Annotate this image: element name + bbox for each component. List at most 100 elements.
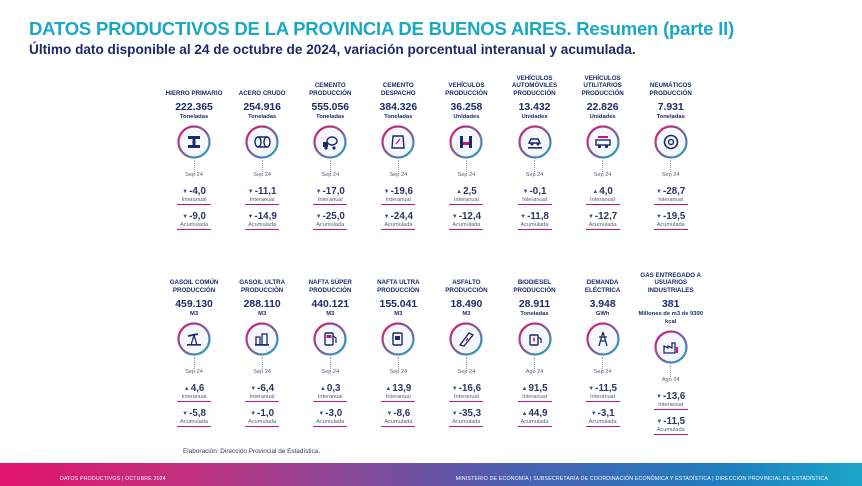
indicator-card: VEHÍCULOS PRODUCCIÓN 36.258 Unidades Sep 24… xyxy=(432,75,500,230)
indicator-name: ACERO CRUDO xyxy=(238,89,286,97)
indicator-card: GASOIL COMÚN PRODUCCIÓN 459.130 M3 Sep 24 ▲ 4… xyxy=(160,272,228,435)
indicator-card: NAFTA ULTRA PRODUCCIÓN 155.041 M3 Sep 24 ▲ 13… xyxy=(364,272,432,435)
connector-line xyxy=(602,160,604,172)
interanual-label: Interanual xyxy=(177,394,212,402)
acumulada-label: Acumulada xyxy=(653,427,688,435)
indicator-value: 555.056 xyxy=(311,102,350,113)
indicator-value: 28.911 xyxy=(518,299,551,310)
connector-line xyxy=(534,160,536,172)
indicator-value: 36.258 xyxy=(450,102,483,113)
connector-line xyxy=(329,357,331,369)
refinery-icon xyxy=(245,322,279,356)
arrow-down-icon: ▼ xyxy=(451,214,458,220)
connector-line xyxy=(193,357,195,369)
connector-line xyxy=(602,357,604,369)
interanual-stat: ▼ -0,1 xyxy=(523,187,547,197)
indicator-date: Sep 24 xyxy=(661,172,680,178)
indicator-card: HIERRO PRIMARIO 222.365 Toneladas Sep 24 ▼ -4… xyxy=(160,75,228,230)
acumulada-stat: ▼ -11,8 xyxy=(520,212,549,222)
arrow-up-icon: ▲ xyxy=(456,189,463,195)
indicator-name: ASFALTO PRODUCCIÓN xyxy=(445,279,488,294)
footer-left-text: DATOS PRODUCTIVOS | OCTUBRE 2024 xyxy=(60,476,166,482)
interanual-stat: ▼ -11,5 xyxy=(588,384,617,394)
indicator-unit: M3 xyxy=(326,311,335,317)
indicator-unit: Toneladas xyxy=(179,114,209,120)
connector-line xyxy=(261,160,263,172)
indicator-card: CEMENTO PRODUCCIÓN 555.056 Toneladas Sep 24… xyxy=(296,75,364,230)
interanual-stat: ▼ -17,0 xyxy=(316,187,345,197)
indicator-unit: M3 xyxy=(462,311,471,317)
indicator-unit: M3 xyxy=(190,311,199,317)
interanual-label: Interanual xyxy=(449,394,484,402)
indicator-date: Sep 24 xyxy=(321,369,340,375)
utility-vehicle-icon xyxy=(586,125,620,159)
connector-line xyxy=(670,365,672,377)
interanual-stat: ▲ 4,0 xyxy=(592,187,613,197)
indicator-value: 222.365 xyxy=(175,102,213,113)
indicator-name: VEHÍCULOS AUTOMÓVILES PRODUCCIÓN xyxy=(511,74,558,97)
indicator-value: 22.826 xyxy=(586,102,619,113)
cement-mixer-icon xyxy=(313,125,347,159)
indicator-date: Sep 24 xyxy=(457,369,476,375)
indicator-card: GAS ENTREGADO A USUARIOS INDUSTRIALES 381… xyxy=(637,272,705,435)
indicator-name: BIODIESEL PRODUCCIÓN xyxy=(513,279,556,294)
indicator-value: 155.041 xyxy=(379,299,418,310)
interanual-value: 13,9 xyxy=(392,383,412,394)
indicator-date: Sep 24 xyxy=(185,172,203,178)
indicator-card: BIODIESEL PRODUCCIÓN 28.911 Toneladas Ago 2… xyxy=(500,272,568,435)
acumulada-value: -3,0 xyxy=(325,408,343,419)
interanual-value: -6,4 xyxy=(257,383,275,394)
indicator-unit: M3 xyxy=(258,311,267,317)
interanual-label: Interanual xyxy=(585,197,620,205)
page-subtitle: Último dato disponible al 24 de octubre … xyxy=(29,42,636,57)
interanual-value: -13,6 xyxy=(663,391,686,402)
interanual-value: 91,5 xyxy=(528,383,548,394)
indicator-card: CEMENTO DESPACHO 384.326 Toneladas Sep 24 ▼ -… xyxy=(364,75,432,230)
gas-station-icon xyxy=(381,322,415,356)
connector-line xyxy=(465,160,467,172)
indicator-date: Sep 24 xyxy=(389,369,408,375)
indicator-card: ASFALTO PRODUCCIÓN 18.490 M3 Sep 24 ▼ -16,6 In… xyxy=(432,272,500,435)
tire-icon xyxy=(654,125,688,159)
interanual-stat: ▲ 0,3 xyxy=(320,384,341,394)
arrow-down-icon: ▼ xyxy=(451,386,458,392)
indicator-date: Sep 24 xyxy=(253,369,271,375)
indicator-date: Sep 24 xyxy=(321,172,340,178)
interanual-value: -11,5 xyxy=(595,383,617,394)
acumulada-value: -12,7 xyxy=(594,211,618,222)
acumulada-value: -11,5 xyxy=(663,416,686,427)
interanual-label: Interanual xyxy=(653,402,688,410)
interanual-value: -16,6 xyxy=(458,383,482,394)
indicator-date: Sep 24 xyxy=(593,172,612,178)
connector-line xyxy=(329,160,331,172)
interanual-stat: ▲ 2,5 xyxy=(456,187,477,197)
connector-line xyxy=(193,160,195,172)
acumulada-value: -1,0 xyxy=(257,408,275,419)
connector-line xyxy=(261,357,263,369)
indicator-date: Ago 24 xyxy=(525,369,544,375)
arrow-down-icon: ▼ xyxy=(451,411,458,417)
indicator-card: DEMANDA ELÉCTRICA 3.948 GWh Sep 24 ▼ -11,5 Int… xyxy=(569,272,637,435)
interanual-value: -19,6 xyxy=(390,186,413,197)
indicator-date: Sep 24 xyxy=(253,172,271,178)
connector-line xyxy=(534,357,536,369)
indicator-name: DEMANDA ELÉCTRICA xyxy=(584,279,621,294)
interanual-stat: ▲ 4,6 xyxy=(184,384,205,394)
connector-line xyxy=(397,357,399,369)
arrow-down-icon: ▼ xyxy=(182,214,189,220)
interanual-stat: ▼ -11,1 xyxy=(248,187,277,197)
acumulada-value: -3,1 xyxy=(597,408,615,419)
indicator-row-2: GASOIL COMÚN PRODUCCIÓN 459.130 M3 Sep 24 ▲ 4… xyxy=(160,272,705,435)
indicator-unit: Unidades xyxy=(453,114,480,120)
indicator-name: GASOIL COMÚN PRODUCCIÓN xyxy=(169,279,219,294)
arrow-up-icon: ▲ xyxy=(183,386,190,392)
arrow-up-icon: ▲ xyxy=(521,411,528,417)
acumulada-stat: ▼ -9,0 xyxy=(182,212,206,222)
arrow-down-icon: ▼ xyxy=(590,411,597,417)
footer-right-text: MINISTERIO DE ECONOMÍA | SUBSECRETARÍA D… xyxy=(455,476,828,482)
interanual-value: -4,0 xyxy=(189,186,206,197)
connector-line xyxy=(465,357,467,369)
indicator-value: 440.121 xyxy=(311,299,350,310)
indicator-name: GASOIL ULTRA PRODUCCIÓN xyxy=(239,279,286,294)
acumulada-label: Acumulada xyxy=(517,222,552,230)
